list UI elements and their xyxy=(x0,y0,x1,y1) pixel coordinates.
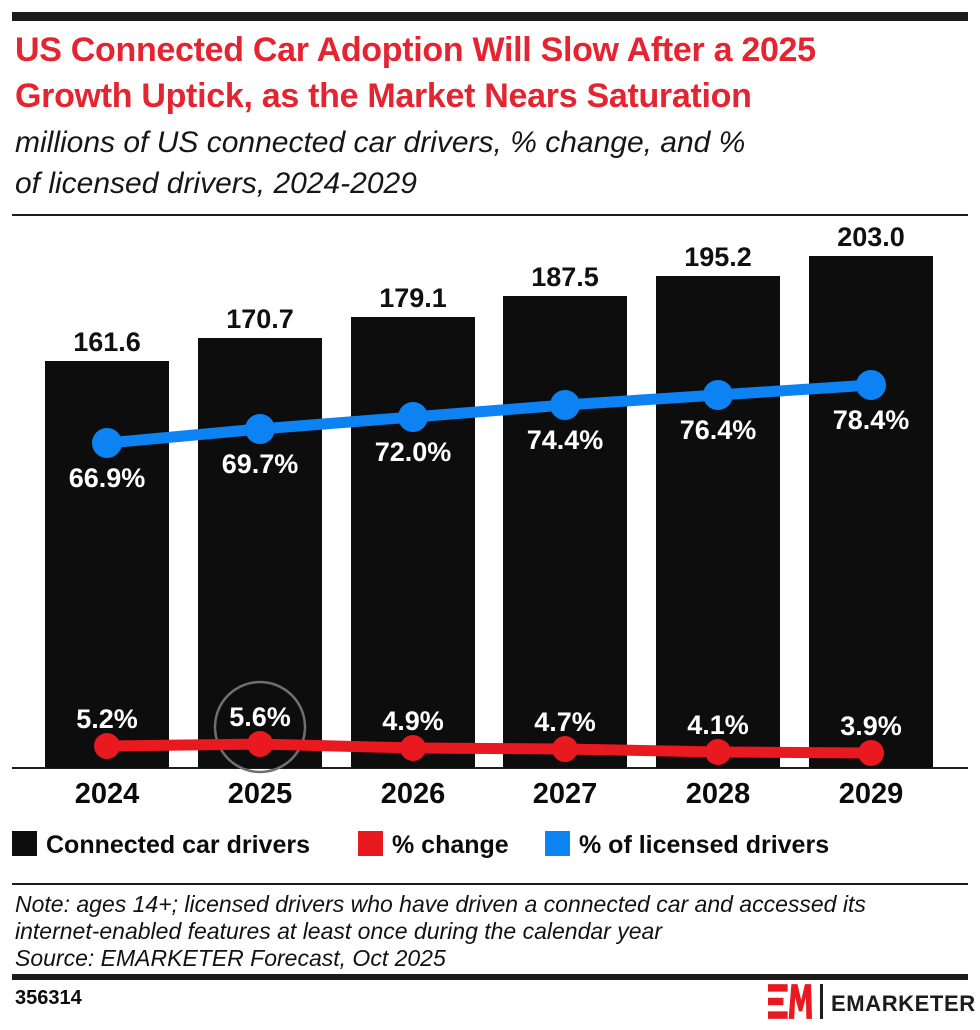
page-title-line1: US Connected Car Adoption Will Slow Afte… xyxy=(15,31,816,69)
page-subtitle-line2: of licensed drivers, 2024-2029 xyxy=(15,167,417,200)
chart-source: Source: EMARKETER Forecast, Oct 2025 xyxy=(15,945,446,971)
em-logo-icon xyxy=(768,984,812,1019)
year-label-2027: 2027 xyxy=(532,778,598,810)
legend-swatch-icon xyxy=(545,831,570,856)
header-divider xyxy=(12,214,968,216)
year-label-2028: 2028 xyxy=(685,778,751,810)
bar-2026 xyxy=(351,317,475,768)
legend-label: Connected car drivers xyxy=(46,831,310,859)
legend-item-pct-change: % change xyxy=(358,831,658,859)
bar-label-2027: 187.5 xyxy=(531,262,599,292)
bar-2028 xyxy=(656,276,780,768)
chart-id: 356314 xyxy=(15,987,82,1009)
page-title-line2: Growth Uptick, as the Market Nears Satur… xyxy=(15,77,752,115)
pct-licensed-label-2029: 78.4% xyxy=(832,405,910,435)
page-subtitle: millions of US connected car drivers, % … xyxy=(15,122,973,204)
top-accent-bar xyxy=(12,12,968,21)
chart-note-line1: Note: ages 14+; licensed drivers who hav… xyxy=(15,891,866,917)
chart-note: Note: ages 14+; licensed drivers who hav… xyxy=(15,891,945,945)
bar-label-2026: 179.1 xyxy=(379,283,447,313)
legend-label: % of licensed drivers xyxy=(579,831,830,859)
pct-change-label-2029: 3.9% xyxy=(840,711,902,741)
legend-swatch-icon xyxy=(12,831,37,856)
footer-bar xyxy=(12,974,968,980)
bar-label-2028: 195.2 xyxy=(684,242,752,272)
pct-licensed-label-2028: 76.4% xyxy=(679,415,757,445)
year-label-2029: 2029 xyxy=(838,778,904,810)
page-subtitle-line1: millions of US connected car drivers, % … xyxy=(15,126,746,159)
legend-label: % change xyxy=(392,831,509,859)
pct-change-label-2027: 4.7% xyxy=(534,707,596,737)
legend-item-pct-licensed-drivers: % of licensed drivers xyxy=(545,831,845,859)
legend-swatch-icon xyxy=(358,831,383,856)
pct-change-label-2026: 4.9% xyxy=(382,706,444,736)
brand-logo: EMARKETER xyxy=(768,984,975,1020)
pct-licensed-label-2025: 69.7% xyxy=(221,449,299,479)
brand-name: EMARKETER xyxy=(831,991,976,1016)
chart-note-line2: internet-enabled features at least once … xyxy=(15,918,662,944)
footnote-divider xyxy=(12,883,968,885)
bar-2027 xyxy=(503,296,627,768)
legend-item-connected-car-drivers: Connected car drivers xyxy=(12,831,312,859)
pct-change-label-2025: 5.6% xyxy=(229,702,291,732)
page-title: US Connected Car Adoption Will Slow Afte… xyxy=(15,27,973,119)
year-label-2024: 2024 xyxy=(74,778,140,810)
pct-licensed-label-2026: 72.0% xyxy=(374,437,452,467)
brand-separator xyxy=(820,984,823,1019)
bar-label-2024: 161.6 xyxy=(73,327,141,357)
x-axis-line xyxy=(12,767,968,769)
bar-2029 xyxy=(809,256,933,768)
bar-label-2025: 170.7 xyxy=(226,304,294,334)
year-label-2025: 2025 xyxy=(227,778,293,810)
pct-change-label-2028: 4.1% xyxy=(687,710,749,740)
pct-change-label-2024: 5.2% xyxy=(76,704,138,734)
bar-label-2029: 203.0 xyxy=(837,222,905,252)
pct-licensed-label-2024: 66.9% xyxy=(68,463,146,493)
pct-licensed-label-2027: 74.4% xyxy=(526,425,604,455)
year-label-2026: 2026 xyxy=(380,778,446,810)
